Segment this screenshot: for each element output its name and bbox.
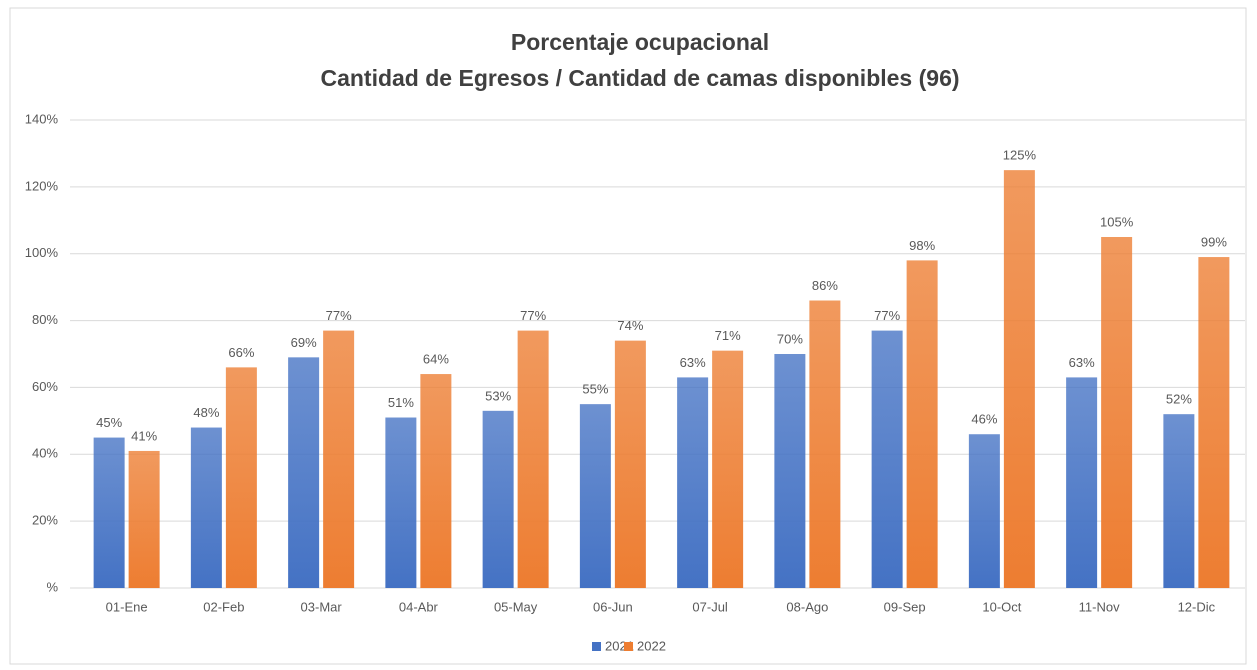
chart-subtitle: Cantidad de Egresos / Cantidad de camas … <box>320 65 959 91</box>
y-tick-label: 20% <box>32 513 58 528</box>
data-label: 45% <box>96 415 122 430</box>
y-tick-label: 80% <box>32 312 58 327</box>
data-label: 53% <box>485 388 511 403</box>
bar <box>190 427 222 588</box>
data-label: 41% <box>131 428 157 443</box>
bar <box>420 374 452 588</box>
data-label: 74% <box>617 318 643 333</box>
bar <box>614 340 646 588</box>
data-label: 66% <box>228 345 254 360</box>
legend-swatch <box>624 642 633 651</box>
x-tick-label: 04-Abr <box>399 599 439 614</box>
legend-swatch <box>592 642 601 651</box>
bar <box>1163 414 1195 588</box>
bar <box>225 367 257 588</box>
bar <box>1003 170 1035 588</box>
data-label: 77% <box>874 308 900 323</box>
data-label: 77% <box>326 308 352 323</box>
x-tick-label: 08-Ago <box>786 599 828 614</box>
bar <box>677 377 709 588</box>
data-label: 69% <box>291 335 317 350</box>
data-label: 99% <box>1201 234 1227 249</box>
data-label: 51% <box>388 395 414 410</box>
data-label: 70% <box>777 331 803 346</box>
data-label: 63% <box>680 355 706 370</box>
bar <box>128 450 160 588</box>
x-tick-label: 02-Feb <box>203 599 244 614</box>
bar <box>1198 257 1230 588</box>
data-label: 71% <box>715 328 741 343</box>
y-tick-label: 140% <box>25 111 59 126</box>
bar <box>288 357 320 588</box>
bar <box>809 300 841 588</box>
bar <box>774 354 806 588</box>
data-label: 86% <box>812 278 838 293</box>
data-label: 55% <box>582 382 608 397</box>
bar <box>906 260 938 588</box>
y-tick-label: 40% <box>32 446 58 461</box>
x-tick-label: 12-Dic <box>1178 599 1216 614</box>
x-tick-label: 09-Sep <box>884 599 926 614</box>
x-tick-label: 10-Oct <box>982 599 1021 614</box>
bar <box>482 410 514 588</box>
x-tick-label: 07-Jul <box>692 599 728 614</box>
bar <box>323 330 355 588</box>
data-label: 105% <box>1100 214 1134 229</box>
bar <box>968 434 1000 588</box>
bar <box>712 350 744 588</box>
data-label: 77% <box>520 308 546 323</box>
y-tick-label: 60% <box>32 379 58 394</box>
x-tick-label: 01-Ene <box>106 599 148 614</box>
data-label: 52% <box>1166 392 1192 407</box>
data-label: 46% <box>971 412 997 427</box>
data-label: 63% <box>1069 355 1095 370</box>
y-tick-label: 100% <box>25 245 59 260</box>
data-label: 98% <box>909 238 935 253</box>
bar <box>1066 377 1098 588</box>
x-tick-label: 03-Mar <box>301 599 343 614</box>
x-tick-label: 11-Nov <box>1079 599 1120 614</box>
x-tick-label: 06-Jun <box>593 599 633 614</box>
x-tick-label: 05-May <box>494 599 538 614</box>
data-label: 125% <box>1003 148 1037 163</box>
bar <box>385 417 417 588</box>
bar <box>579 404 611 588</box>
bar <box>1101 237 1133 588</box>
bar <box>871 330 903 588</box>
data-label: 48% <box>193 405 219 420</box>
bar <box>517 330 549 588</box>
chart-title: Porcentaje ocupacional <box>511 29 769 55</box>
y-tick-label: 120% <box>25 178 59 193</box>
bar <box>93 437 125 588</box>
y-tick-label: % <box>46 579 58 594</box>
data-label: 64% <box>423 351 449 366</box>
legend-label: 2022 <box>637 638 666 653</box>
